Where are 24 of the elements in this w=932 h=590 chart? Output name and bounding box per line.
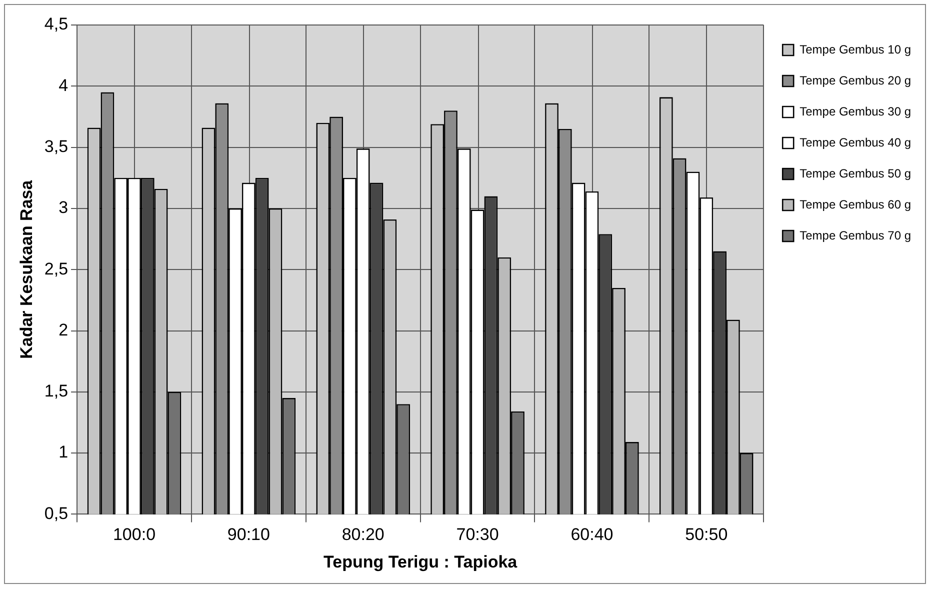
x-tick-label: 90:10 xyxy=(227,525,270,544)
x-tick-label: 80:20 xyxy=(342,525,384,544)
y-tick-label: 2 xyxy=(58,320,68,340)
y-axis-title: Kadar Kesukaan Rasa xyxy=(16,180,36,359)
legend-label: Tempe Gembus 20 g xyxy=(800,73,912,88)
legend-label: Tempe Gembus 40 g xyxy=(800,135,912,150)
y-tick-label: 0,5 xyxy=(44,504,68,523)
legend-label: Tempe Gembus 50 g xyxy=(800,166,912,180)
legend-label: Tempe Gembus 70 g xyxy=(800,228,912,242)
legend-label: Tempe Gembus 60 g xyxy=(800,197,912,212)
y-tick-label: 4 xyxy=(58,76,68,95)
legend-label: Tempe Gembus 10 g xyxy=(800,42,912,56)
x-tick-label: 100:0 xyxy=(112,525,156,544)
y-tick-label: 2,5 xyxy=(44,259,68,278)
legend-label: Tempe Gembus 30 g xyxy=(800,104,912,118)
y-tick-label: 3 xyxy=(58,198,68,218)
x-tick-label: 50:50 xyxy=(685,525,728,544)
x-tick-label: 60:40 xyxy=(570,525,614,544)
y-tick-label: 1,5 xyxy=(44,382,68,401)
x-tick-label: 70:30 xyxy=(456,525,499,544)
y-tick-label: 1 xyxy=(58,442,68,462)
x-axis-title: Tepung Terigu : Tapioka xyxy=(324,552,518,572)
y-tick-label: 4,5 xyxy=(44,14,68,34)
y-tick-label: 3,5 xyxy=(44,136,68,156)
